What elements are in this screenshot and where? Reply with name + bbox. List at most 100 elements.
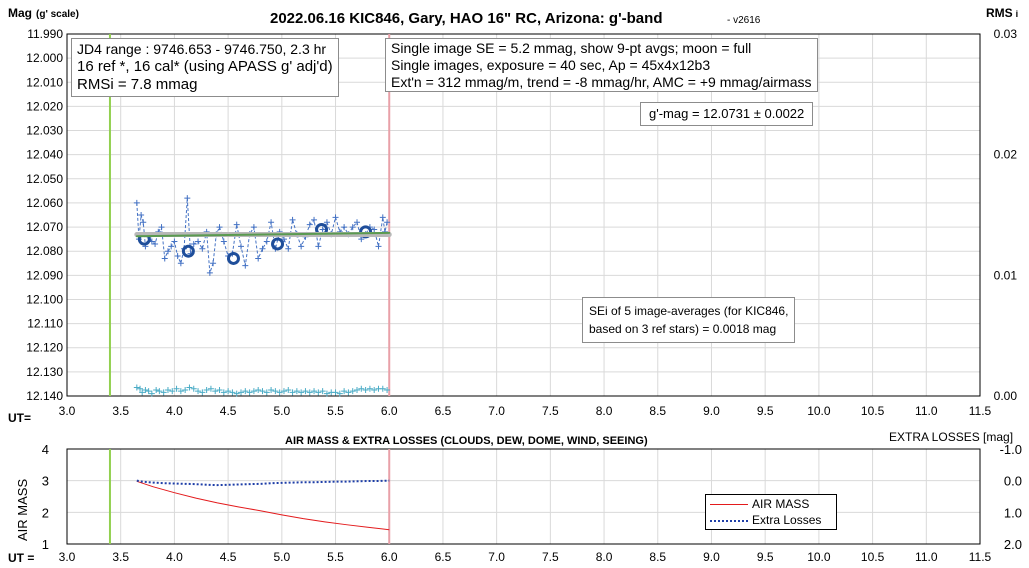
rms-point <box>212 388 219 395</box>
annotation-line: based on 3 ref stars) = 0.0018 mag <box>589 322 777 336</box>
annotation-line: RMSi = 7.8 mmag <box>77 75 198 93</box>
rms-point <box>341 388 348 395</box>
x-tick-label: 8.0 <box>596 404 613 418</box>
airmass-markers <box>108 449 391 544</box>
rms-point <box>285 386 292 393</box>
main-chart-title: 2022.06.16 KIC846, Gary, HAO 16" RC, Ari… <box>270 10 662 27</box>
x-tick-label: 10.5 <box>861 550 885 564</box>
x-tick-label: 9.5 <box>757 404 774 418</box>
single-image-point <box>177 260 184 267</box>
x-tick-label: 11.5 <box>969 550 992 564</box>
rms-point <box>306 389 313 396</box>
single-image-point <box>315 243 322 250</box>
rms-point <box>238 389 245 396</box>
main-plot-ticks: 3.0 3.5 4.0 4.5 5.0 5.5 6.0 6.5 7.0 7.5 8.0 8.5 9.0 9… <box>26 27 1017 418</box>
rms-point <box>182 386 189 393</box>
rms-point <box>242 388 249 395</box>
rms-point <box>336 390 343 397</box>
rms-point <box>156 388 163 395</box>
single-image-point <box>371 226 378 233</box>
x-tick-label: 10.0 <box>807 550 831 564</box>
single-image-point <box>285 245 292 252</box>
rms-point <box>272 388 279 395</box>
rms-point <box>137 385 144 392</box>
rms-point <box>164 386 171 393</box>
x-tick-label: 6.5 <box>435 550 452 564</box>
rms-point <box>199 389 206 396</box>
annotation-line: 16 ref *, 16 cal* (using APASS g' adj'd) <box>77 57 333 75</box>
rms-point <box>276 389 283 396</box>
airmass-y2-axis-label: EXTRA LOSSES [mag] <box>889 430 1013 444</box>
single-image-point <box>210 260 217 267</box>
y2-tick-label: 0.0 <box>1004 474 1022 489</box>
rms-point <box>358 385 365 392</box>
rms-point <box>220 389 227 396</box>
rms-point <box>293 388 300 395</box>
rms-point <box>384 386 391 393</box>
average-point <box>271 237 285 251</box>
single-image-point <box>161 255 168 262</box>
rms-point <box>349 388 356 395</box>
single-image-point <box>354 219 361 226</box>
rms-point <box>268 386 275 393</box>
rms-point <box>263 389 270 396</box>
airmass-y-axis-label: AIR MASS <box>15 479 30 541</box>
main-chart-version: - v2616 <box>727 15 761 26</box>
y2-axis-label-main: RMS <box>986 6 1013 20</box>
single-image-point <box>206 269 213 276</box>
single-image-point <box>220 238 227 245</box>
rms-point <box>371 386 378 393</box>
rms-point <box>233 390 240 397</box>
x-tick-label: 8.0 <box>596 550 613 564</box>
airmass-legend: AIR MASS Extra Losses <box>705 494 837 530</box>
y-tick-label: 12.000 <box>26 51 63 65</box>
y-tick-label: 11.990 <box>27 27 63 41</box>
y2-tick-label: 1.0 <box>1004 505 1022 520</box>
single-image-point <box>158 224 165 231</box>
x-tick-label: 5.5 <box>327 550 344 564</box>
rms-point <box>195 388 202 395</box>
rms-point <box>315 389 322 396</box>
single-image-point <box>319 226 326 233</box>
legend-swatch-air-mass <box>710 504 748 506</box>
x-tick-label: 3.5 <box>112 550 129 564</box>
single-image-point <box>233 221 240 228</box>
y2-tick-label: 0.01 <box>994 268 1018 282</box>
rms-point <box>289 389 296 396</box>
y-tick-label: 3 <box>42 474 49 489</box>
single-image-point <box>184 195 191 202</box>
airmass-gridlines <box>67 449 980 544</box>
x-tick-label: 3.0 <box>59 550 76 564</box>
single-image-point <box>289 216 296 223</box>
airmass-ticks: 3.0 3.5 4.0 4.5 5.0 5.5 6.0 6.5 7.0 7.5 8.0 8.5 9.0 9… <box>42 442 1022 564</box>
x-tick-label: 5.0 <box>273 404 290 418</box>
rms-point <box>323 390 330 397</box>
annotation-gmag: g'-mag = 12.0731 ± 0.0022 <box>640 102 814 126</box>
y-axis-label-sub: (g' scale) <box>36 9 79 20</box>
x-tick-label: 4.5 <box>220 404 237 418</box>
x-tick-label: 9.0 <box>703 550 720 564</box>
x-tick-label: 9.5 <box>757 550 774 564</box>
single-image-point <box>171 238 178 245</box>
single-image-point <box>216 224 223 231</box>
single-image-point <box>306 221 313 228</box>
y-tick-label: 12.130 <box>26 365 63 379</box>
single-image-point <box>268 219 275 226</box>
rms-point <box>207 385 214 392</box>
air-mass-line <box>136 480 390 531</box>
x-tick-label: 11.5 <box>969 404 992 418</box>
x-tick-label: 9.0 <box>703 404 720 418</box>
single-image-point <box>341 224 348 231</box>
single-image-point <box>349 224 356 231</box>
rms-point <box>173 385 180 392</box>
x-tick-label: 10.5 <box>861 404 885 418</box>
single-image-point <box>140 219 147 226</box>
y-tick-label: 12.070 <box>26 220 63 234</box>
x-tick-label: 3.5 <box>112 404 129 418</box>
annotation-line: Single image SE = 5.2 mmag, show 9-pt av… <box>391 40 752 56</box>
rms-point <box>302 388 309 395</box>
rms-point <box>139 389 146 396</box>
x-tick-label: 8.5 <box>649 404 666 418</box>
x-tick-label: 7.5 <box>542 404 559 418</box>
y2-axis-label-sub: i <box>1016 9 1019 19</box>
